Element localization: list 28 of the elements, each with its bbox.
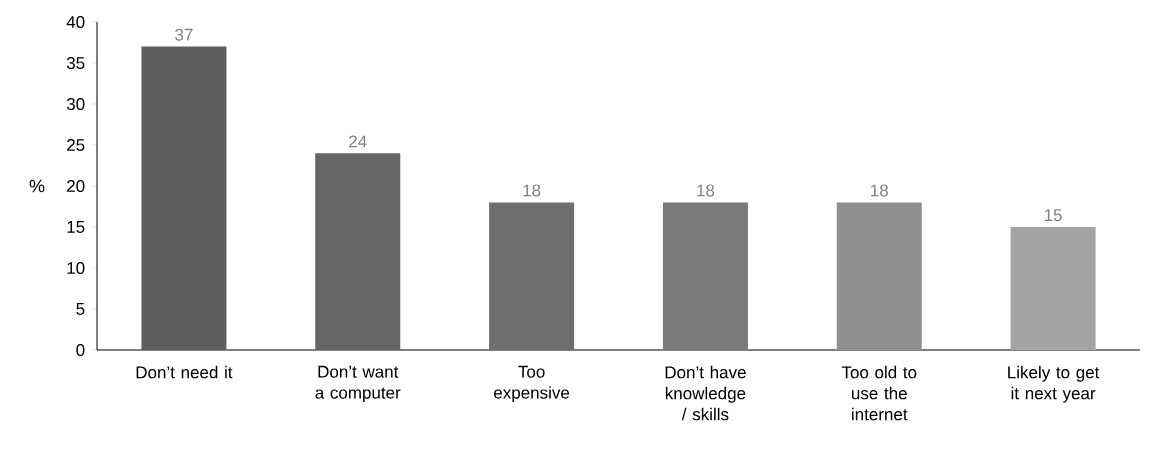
bar [141,46,227,350]
x-tick-label: Don’t need it [136,365,233,379]
y-tick-label: 5 [76,303,85,315]
data-label: 18 [871,184,888,197]
y-tick-label: 15 [67,221,85,233]
data-label: 18 [697,184,715,197]
y-tick-label: 35 [66,56,85,70]
x-tick-label: Too old to use the internet [841,365,917,421]
data-label: 37 [175,28,193,41]
data-label: 18 [523,184,541,197]
y-tick-label: 20 [67,179,85,193]
bar [662,202,748,350]
y-tick-label: 0 [76,343,85,357]
data-label: 24 [349,135,367,148]
x-tick-label: Too expensive [494,365,570,403]
y-axis-title: % [29,179,45,193]
y-tick-label: 40 [66,15,85,29]
bar [315,153,401,350]
x-tick-label: Likely to get it next year [1008,365,1100,403]
y-tick-label: 25 [67,138,85,152]
data-label: 15 [1044,209,1062,222]
x-tick-label: Don’t want a computer [315,365,401,403]
bar [1010,227,1096,350]
y-tick-label: 30 [66,97,85,111]
y-tick-label: 10 [67,261,85,275]
bar [836,202,922,350]
bar [489,202,575,350]
x-tick-label: Don’t have knowledge / skills [665,365,746,421]
